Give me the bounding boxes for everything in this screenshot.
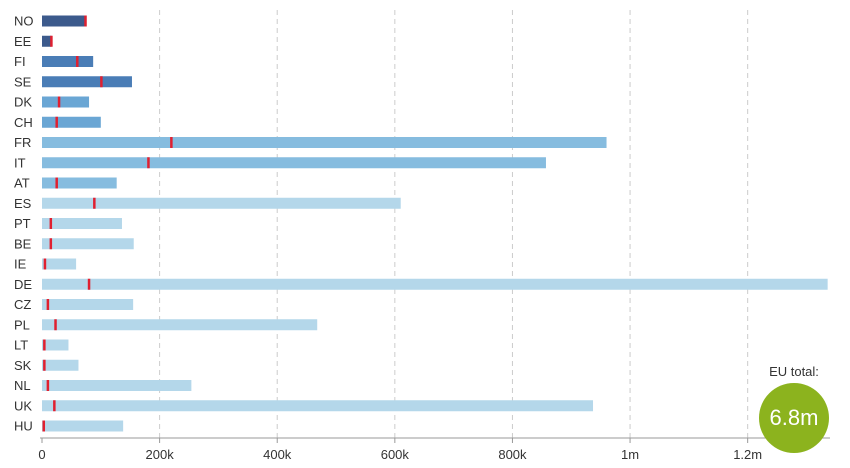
category-label: IT (14, 155, 26, 170)
category-label: SE (14, 74, 32, 89)
x-axis: 0 200k 400k 600k 800k 1m 1.2m (38, 437, 830, 462)
bar-fr (42, 137, 607, 148)
x-tick-label: 1.2m (733, 447, 762, 462)
bar-ch (42, 116, 101, 128)
marker-lt (43, 339, 46, 351)
category-label: DK (14, 95, 32, 110)
category-label: NL (14, 378, 31, 393)
bar-nl (42, 380, 192, 391)
bar-at (42, 177, 117, 189)
eu-total-value: 6.8m (759, 383, 829, 453)
marker-pl (54, 319, 57, 331)
marker-nl (46, 380, 50, 391)
bars (42, 15, 828, 432)
marker-fr (170, 137, 173, 148)
category-label: FR (14, 135, 31, 150)
category-label: SK (14, 358, 32, 373)
marker-sk (43, 359, 46, 371)
bar-de (42, 278, 828, 290)
category-label: IE (14, 257, 27, 272)
marker-at (55, 177, 58, 189)
marker-se (100, 76, 103, 88)
category-label: DE (14, 277, 32, 292)
category-label: LT (14, 338, 28, 353)
marker-de (87, 278, 91, 290)
bar-es (42, 197, 401, 209)
category-label: PL (14, 317, 30, 332)
category-labels: NO EE FI SE DK CH FR IT AT ES PT BE IE DE CZ PL LT SK NL UK… (14, 14, 34, 434)
x-tick-label: 800k (498, 447, 527, 462)
category-label: FI (14, 54, 26, 69)
eu-total-badge: EU total: 6.8m (756, 364, 832, 453)
bar-no (42, 15, 87, 27)
eu-total-label: EU total: (769, 364, 819, 379)
marker-ch (55, 116, 58, 128)
category-label: PT (14, 216, 31, 231)
bar-pt (42, 218, 122, 229)
x-tick-label: 600k (381, 447, 410, 462)
bar-se (42, 76, 132, 88)
marker-dk (57, 96, 61, 108)
bar-be (42, 238, 134, 250)
x-tick-label: 400k (263, 447, 292, 462)
x-tick-label: 200k (146, 447, 175, 462)
bar-fi (42, 56, 94, 67)
markers (42, 15, 173, 432)
bar-cz (42, 299, 134, 310)
category-label: HU (14, 419, 33, 434)
marker-no (84, 15, 87, 27)
category-label: EE (14, 34, 32, 49)
category-label: CZ (14, 297, 31, 312)
bar-pl (42, 319, 318, 331)
bar-ee (42, 35, 52, 47)
marker-uk (53, 400, 56, 412)
marker-be (49, 238, 53, 250)
category-label: NO (14, 14, 34, 29)
category-label: UK (14, 398, 32, 413)
category-label: CH (14, 115, 33, 130)
category-label: ES (14, 196, 32, 211)
bar-ie (42, 258, 77, 270)
bar-sk (42, 359, 79, 371)
bar-lt (42, 339, 69, 351)
marker-fi (76, 56, 79, 67)
marker-ee (50, 35, 53, 47)
grid-lines (159, 10, 749, 438)
bar-uk (42, 400, 594, 412)
category-label: BE (14, 236, 32, 251)
marker-es (93, 197, 96, 209)
marker-cz (46, 299, 50, 310)
x-tick-label: 0 (38, 447, 45, 462)
bar-dk (42, 96, 90, 108)
marker-ie (43, 258, 47, 270)
bar-hu (42, 420, 124, 432)
marker-hu (42, 420, 46, 432)
marker-it (147, 157, 150, 169)
marker-pt (49, 218, 53, 229)
x-tick-label: 1m (621, 447, 639, 462)
category-label: AT (14, 176, 30, 191)
bar-it (42, 157, 546, 169)
